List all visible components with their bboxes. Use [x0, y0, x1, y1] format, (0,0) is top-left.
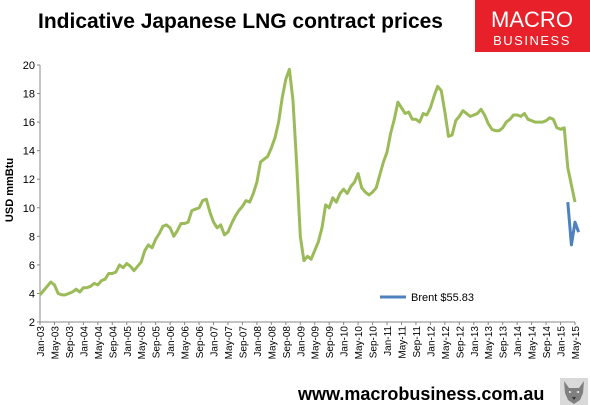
y-tick-label: 20 — [23, 60, 35, 72]
y-axis-label: USD mmBtu — [4, 158, 16, 222]
brent-line — [566, 201, 581, 247]
x-tick-label: Sep-07 — [238, 326, 249, 359]
x-tick-label: Jan-13 — [470, 326, 481, 357]
x-tick-label: May-11 — [397, 326, 408, 359]
x-tick-label: Jan-12 — [426, 326, 437, 357]
x-tick-label: Jan-10 — [340, 326, 351, 357]
x-axis: Jan-03 May-03 Sep-03 Jan-04 May-04 Sep-04 Jan-… — [36, 321, 582, 360]
x-tick-label: Sep-03 — [65, 326, 76, 359]
series-layer — [38, 67, 581, 297]
x-tick-label: Sep-06 — [195, 326, 206, 359]
x-tick-label: Sep-09 — [325, 326, 336, 359]
y-tick-label: 10 — [23, 203, 35, 215]
x-tick-label: Jan-06 — [166, 326, 177, 357]
y-axis: 2 4 6 8 10 12 14 16 18 20 — [23, 60, 41, 329]
logo-line-2: BUSINESS — [493, 33, 571, 48]
y-tick-label: 16 — [23, 117, 35, 129]
x-tick-label: May-15 — [571, 326, 582, 360]
x-tick-label: Sep-12 — [455, 326, 466, 359]
x-tick-label: Jan-03 — [36, 326, 47, 357]
x-tick-label: May-03 — [50, 326, 61, 360]
x-tick-label: Sep-04 — [108, 326, 119, 359]
y-tick-label: 18 — [23, 89, 35, 101]
x-tick-label: Jan-05 — [123, 326, 134, 357]
x-tick-label: Jan-04 — [79, 326, 90, 357]
y-tick-label: 6 — [29, 260, 35, 272]
x-tick-label: Sep-05 — [152, 326, 163, 359]
x-tick-label: Jan-07 — [210, 326, 221, 357]
x-tick-label: Jan-14 — [513, 326, 524, 357]
x-tick-label: May-08 — [267, 326, 278, 360]
x-tick-label: May-14 — [528, 326, 539, 360]
x-tick-label: Sep-13 — [499, 326, 510, 359]
x-tick-label: Sep-08 — [282, 326, 293, 359]
x-tick-label: Jan-15 — [557, 326, 568, 357]
x-tick-label: Jan-08 — [253, 326, 264, 357]
x-tick-label: May-10 — [354, 326, 365, 360]
y-tick-label: 12 — [23, 174, 35, 186]
chart-title: Indicative Japanese LNG contract prices — [38, 10, 443, 33]
x-tick-label: May-13 — [484, 326, 495, 360]
legend: Brent $55.83 — [380, 292, 474, 304]
x-tick-label: May-04 — [94, 326, 105, 360]
x-tick-label: May-09 — [311, 326, 322, 360]
legend-label-brent: Brent $55.83 — [411, 292, 474, 304]
wolf-icon — [560, 378, 588, 405]
x-tick-label: May-12 — [441, 326, 452, 360]
logo-line-1: MACRO — [491, 7, 573, 32]
y-tick-label: 8 — [29, 231, 35, 243]
y-tick-label: 4 — [29, 288, 35, 300]
y-tick-label: 2 — [29, 317, 35, 329]
x-tick-label: Jan-09 — [296, 326, 307, 357]
lng-price-line — [38, 67, 577, 297]
x-tick-label: May-07 — [224, 326, 235, 360]
x-tick-label: Sep-11 — [412, 326, 423, 358]
x-tick-label: Sep-14 — [542, 326, 553, 359]
macrobusiness-logo: MACRO BUSINESS — [475, 0, 590, 52]
x-tick-label: Sep-10 — [369, 326, 380, 359]
footer-url[interactable]: www.macrobusiness.com.au — [298, 384, 545, 404]
y-tick-label: 14 — [23, 146, 35, 158]
x-tick-label: Jan-11 — [383, 326, 394, 356]
x-tick-label: May-06 — [181, 326, 192, 360]
x-tick-label: May-05 — [137, 326, 148, 360]
logo-background — [475, 0, 590, 52]
